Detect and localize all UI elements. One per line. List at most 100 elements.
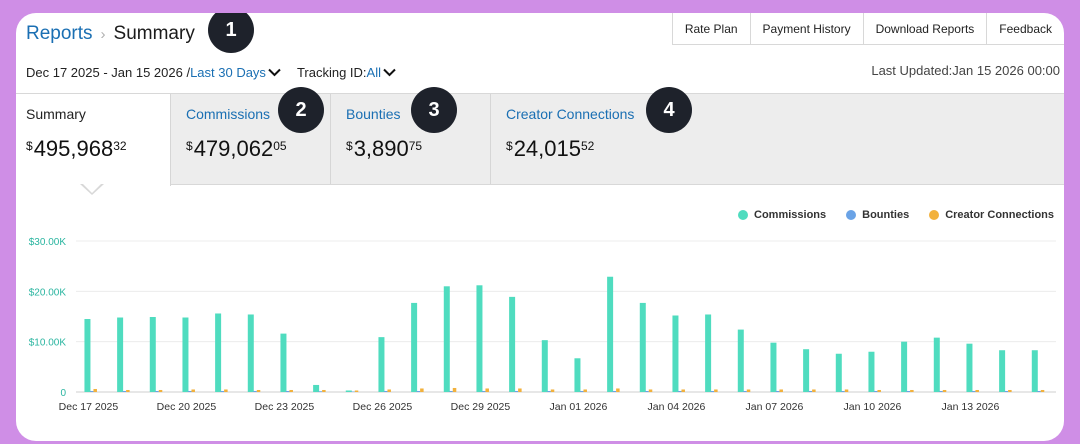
tab-label: Summary xyxy=(26,106,86,122)
bar-commissions xyxy=(247,314,254,392)
bar-bounties xyxy=(971,390,976,392)
bar-commissions xyxy=(280,333,287,392)
x-tick-label: Dec 20 2025 xyxy=(157,401,217,413)
currency-symbol: $ xyxy=(506,139,513,153)
bar-bounties xyxy=(155,390,159,392)
bar-bounties xyxy=(449,390,453,392)
bar-commissions xyxy=(476,285,483,392)
x-tick-label: Jan 01 2026 xyxy=(550,401,608,413)
bar-commissions xyxy=(84,319,91,392)
bar-commissions xyxy=(378,337,385,392)
x-tick-label: Jan 04 2026 xyxy=(648,401,706,413)
bar-creator-connections xyxy=(550,389,555,392)
bar-creator-connections xyxy=(844,389,849,392)
annotation-badge-3: 3 xyxy=(411,87,457,133)
bar-bounties xyxy=(579,390,584,392)
tab-creator-connections[interactable]: Creator Connections $ 24,015 52 xyxy=(496,94,1064,184)
tab-amount: $ 24,015 52 xyxy=(506,136,594,162)
payment-history-button[interactable]: Payment History xyxy=(749,13,863,44)
annotation-badge-1: 1 xyxy=(208,13,254,53)
bar-commissions xyxy=(966,343,973,392)
bar-commissions xyxy=(607,276,614,392)
bar-creator-connections xyxy=(289,389,293,392)
bar-creator-connections xyxy=(714,389,718,392)
bar-bounties xyxy=(906,390,911,392)
chevron-down-icon[interactable] xyxy=(268,68,281,77)
x-tick-label: Dec 17 2025 xyxy=(59,401,119,413)
legend-item-bounties[interactable]: Bounties xyxy=(846,209,909,221)
bar-bounties xyxy=(481,390,486,392)
bar-creator-connections xyxy=(158,389,163,392)
bar-commissions xyxy=(345,390,352,392)
bar-bounties xyxy=(514,390,519,392)
bar-bounties xyxy=(547,390,551,392)
tab-bounties[interactable]: Bounties $ 3,890 75 xyxy=(336,94,491,184)
bar-bounties xyxy=(1004,390,1009,392)
bar-bounties xyxy=(645,390,649,392)
legend-item-creator-connections[interactable]: Creator Connections xyxy=(929,209,1054,221)
bar-commissions xyxy=(770,342,777,392)
bar-bounties xyxy=(873,390,878,392)
tracking-id-dropdown[interactable]: All xyxy=(366,65,381,80)
bar-creator-connections xyxy=(126,389,130,392)
tab-commissions[interactable]: Commissions $ 479,062 05 xyxy=(176,94,331,184)
chevron-down-icon[interactable] xyxy=(383,68,396,77)
bar-commissions xyxy=(509,296,516,392)
bar-commissions xyxy=(215,313,222,392)
bar-commissions xyxy=(835,353,842,392)
download-reports-button[interactable]: Download Reports xyxy=(862,13,987,44)
bar-commissions xyxy=(541,340,548,392)
bar-bounties xyxy=(416,390,421,392)
tab-summary[interactable]: Summary $ 495,968 32 xyxy=(16,94,171,186)
bar-commissions xyxy=(639,302,646,392)
tracking-id-label: Tracking ID: xyxy=(296,65,367,80)
report-card: Reports › Summary 1 Rate Plan Payment Hi… xyxy=(16,13,1064,441)
breadcrumb-reports-link[interactable]: Reports xyxy=(26,23,93,44)
bar-commissions xyxy=(313,384,320,392)
bar-bounties xyxy=(775,390,780,392)
bar-creator-connections xyxy=(354,390,359,392)
bar-commissions xyxy=(901,341,908,392)
active-tab-pointer xyxy=(82,183,102,193)
bar-bounties xyxy=(89,390,94,392)
annotation-badge-2: 2 xyxy=(278,87,324,133)
feedback-button[interactable]: Feedback xyxy=(986,13,1064,44)
bar-bounties xyxy=(677,390,682,392)
bar-bounties xyxy=(187,390,192,392)
date-range-dropdown[interactable]: Last 30 Days xyxy=(190,65,266,80)
annotation-badge-4: 4 xyxy=(646,87,692,133)
x-tick-label: Dec 29 2025 xyxy=(451,401,511,413)
bar-commissions xyxy=(117,317,124,392)
amount-cents: 05 xyxy=(273,139,287,153)
bar-commissions xyxy=(737,329,744,392)
rate-plan-button[interactable]: Rate Plan xyxy=(671,13,750,44)
x-tick-label: Jan 13 2026 xyxy=(942,401,1000,413)
legend-dot xyxy=(846,210,857,220)
filter-bar: Dec 17 2025 - Jan 15 2026 / Last 30 Days… xyxy=(26,65,396,80)
amount-value: 3,890 xyxy=(353,136,409,161)
amount-value: 479,062 xyxy=(193,136,274,161)
bar-creator-connections xyxy=(1040,389,1045,392)
amount-value: 495,968 xyxy=(33,136,114,161)
bar-commissions xyxy=(868,351,875,392)
bar-bounties xyxy=(383,390,388,392)
y-tick-label: $20.00K xyxy=(29,287,67,298)
bar-creator-connections xyxy=(877,389,881,392)
bar-creator-connections xyxy=(779,389,783,392)
x-tick-label: Dec 23 2025 xyxy=(255,401,315,413)
legend-label: Commissions xyxy=(754,209,827,221)
y-tick-label: $10.00K xyxy=(29,338,67,349)
bar-creator-connections xyxy=(322,389,326,392)
y-tick-label: $30.00K xyxy=(29,237,67,248)
legend-item-commissions[interactable]: Commissions xyxy=(738,209,826,221)
earnings-bar-chart: 0 $10.00K $20.00K $30.00K Dec 17 2025 Dec 20 … xyxy=(29,237,1056,413)
currency-symbol: $ xyxy=(346,139,353,153)
bar-creator-connections xyxy=(681,389,685,392)
bar-creator-connections xyxy=(452,387,457,392)
bar-creator-connections xyxy=(93,388,97,392)
bar-commissions xyxy=(803,349,810,392)
bar-creator-connections xyxy=(746,389,751,392)
bar-bounties xyxy=(253,390,257,392)
bar-commissions xyxy=(999,350,1006,392)
bar-commissions xyxy=(411,302,418,392)
